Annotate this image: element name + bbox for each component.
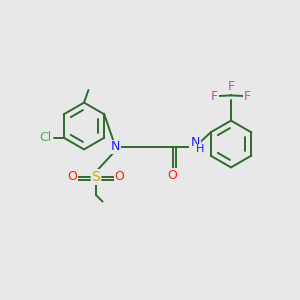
Text: O: O: [168, 169, 177, 182]
Text: H: H: [196, 144, 205, 154]
Text: F: F: [211, 90, 218, 104]
Text: F: F: [244, 90, 251, 104]
Text: S: S: [92, 170, 100, 184]
Text: N: N: [190, 136, 200, 149]
Text: O: O: [115, 170, 124, 184]
Text: N: N: [111, 140, 120, 154]
Text: O: O: [68, 170, 77, 184]
Text: F: F: [227, 80, 235, 94]
Text: Cl: Cl: [39, 131, 51, 144]
